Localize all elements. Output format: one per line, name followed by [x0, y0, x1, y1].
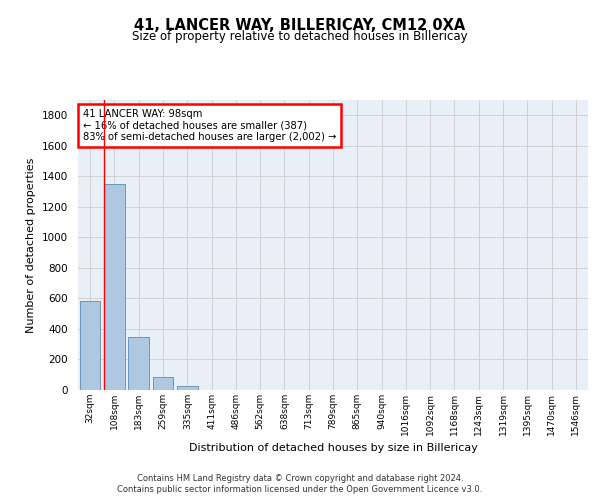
X-axis label: Distribution of detached houses by size in Billericay: Distribution of detached houses by size …: [188, 443, 478, 453]
Bar: [152, 377, 173, 390]
Bar: [104, 184, 125, 390]
Bar: [177, 386, 197, 390]
Text: Size of property relative to detached houses in Billericay: Size of property relative to detached ho…: [132, 30, 468, 43]
Bar: [80, 302, 100, 390]
Text: Contains HM Land Registry data © Crown copyright and database right 2024.
Contai: Contains HM Land Registry data © Crown c…: [118, 474, 482, 494]
Bar: [128, 336, 149, 390]
Y-axis label: Number of detached properties: Number of detached properties: [26, 158, 37, 332]
Text: 41, LANCER WAY, BILLERICAY, CM12 0XA: 41, LANCER WAY, BILLERICAY, CM12 0XA: [134, 18, 466, 32]
Text: 41 LANCER WAY: 98sqm
← 16% of detached houses are smaller (387)
83% of semi-deta: 41 LANCER WAY: 98sqm ← 16% of detached h…: [83, 108, 337, 142]
